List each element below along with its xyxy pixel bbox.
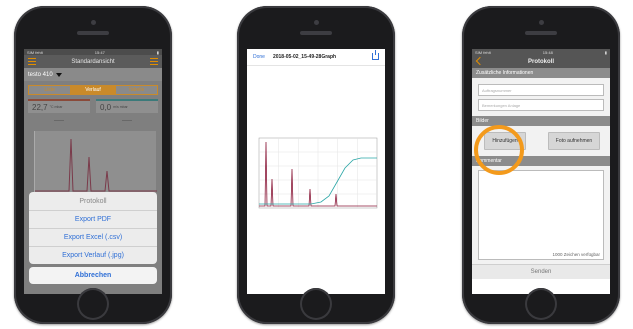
history-graph-svg [35,138,157,192]
system-remarks-field[interactable]: Bemerkungen Anlage [478,99,604,111]
chevron-down-icon [55,72,62,77]
comment-area: 1000 Zeichen verfügbar [472,166,610,264]
series-line-2 [259,157,377,205]
back-chevron-icon[interactable] [475,56,485,66]
send-button[interactable]: Senden [472,264,610,279]
section-header-info: Zusätzliche Informationen [472,68,610,78]
phone-3: SIM fehlt 15:48 ▮ Protokoll Zusätzliche … [462,6,620,324]
carrier-label: SIM fehlt [475,49,491,55]
highlight-circle [474,125,524,175]
placeholder-reading: ----- [122,118,132,124]
preview-toolbar: Done 2018-05-02_15-49-28Graph [247,49,385,66]
battery-icon: ▮ [604,49,607,55]
action-sheet-options: Protokoll Export PDF Export Excel (.csv)… [29,192,157,264]
action-sheet: Protokoll Export PDF Export Excel (.csv)… [29,192,157,284]
tab-history[interactable]: Verlauf [71,85,115,95]
clock: 15:48 [542,49,553,55]
take-photo-button[interactable]: Foto aufnehmen [548,132,600,150]
front-camera [313,20,319,25]
placeholder-reading: ----- [54,118,64,124]
status-bar: SIM fehlt 15:48 ▮ [472,49,610,55]
screen-graph-preview: Done 2018-05-02_15-49-28Graph [247,49,385,294]
history-graph [34,131,157,193]
order-number-field[interactable]: Auftragsnummer [478,84,604,96]
phone-2: Done 2018-05-02_15-49-28Graph [237,6,395,324]
reading-velocity: 0,0 m/s mbar [96,99,158,113]
info-fields: Auftragsnummer Bemerkungen Anlage [472,78,610,116]
home-button[interactable] [525,288,557,320]
char-counter: 1000 Zeichen verfügbar [552,252,600,257]
tab-list[interactable]: Liste [28,85,72,95]
earpiece-speaker [300,31,332,35]
carrier-label: SIM fehlt [27,49,43,55]
nav-title: Standardansicht [71,58,115,65]
nav-title: Protokoll [527,58,554,65]
tab-table[interactable]: Tabelle [114,85,158,95]
series-line-1 [259,141,377,207]
reading-unit: °C mbar [49,105,63,109]
earpiece-speaker [525,31,557,35]
front-camera [90,20,96,25]
export-history-jpg-button[interactable]: Export Verlauf (.jpg) [62,252,124,259]
front-camera [538,20,544,25]
action-sheet-title: Protokoll [29,192,157,211]
home-button[interactable] [300,288,332,320]
readings: 22,7 °C mbar 0,0 m/s mbar [28,99,158,113]
nav-bar: Protokoll [472,55,610,68]
device-selector[interactable]: testo 410 [24,68,162,81]
export-excel-button[interactable]: Export Excel (.csv) [29,229,157,247]
menu-icon[interactable] [28,58,36,65]
export-pdf-button[interactable]: Export PDF [29,211,157,229]
view-tabs: Liste Verlauf Tabelle [28,85,158,95]
options-icon[interactable] [150,58,158,65]
share-icon[interactable] [372,50,379,60]
file-name: 2018-05-02_15-49-28Graph [272,54,337,60]
placeholder-readings: ----- ----- [28,118,158,126]
device-name: testo 410 [28,71,53,78]
comment-textarea[interactable]: 1000 Zeichen verfügbar [478,170,604,260]
screen-protocol: SIM fehlt 15:48 ▮ Protokoll Zusätzliche … [472,49,610,294]
reading-value: 0,0 [100,102,112,112]
clock: 15:47 [94,49,105,55]
phone-1: SIM fehlt 15:47 ▮ Standardansicht testo … [14,6,172,324]
cancel-button[interactable]: Abbrechen [29,267,157,284]
screen-standard-view: SIM fehlt 15:47 ▮ Standardansicht testo … [24,49,162,294]
reading-temperature: 22,7 °C mbar [28,99,90,113]
nav-bar: Standardansicht [24,55,162,68]
reading-unit: m/s mbar [113,105,128,109]
history-series-line [35,138,157,192]
earpiece-speaker [77,31,109,35]
battery-icon: ▮ [156,49,159,55]
done-button[interactable]: Done [253,54,265,60]
graph-chart [258,137,378,209]
section-header-images: Bilder [472,116,610,126]
reading-value: 22,7 [32,102,48,112]
home-button[interactable] [77,288,109,320]
status-bar: SIM fehlt 15:47 ▮ [24,49,162,55]
